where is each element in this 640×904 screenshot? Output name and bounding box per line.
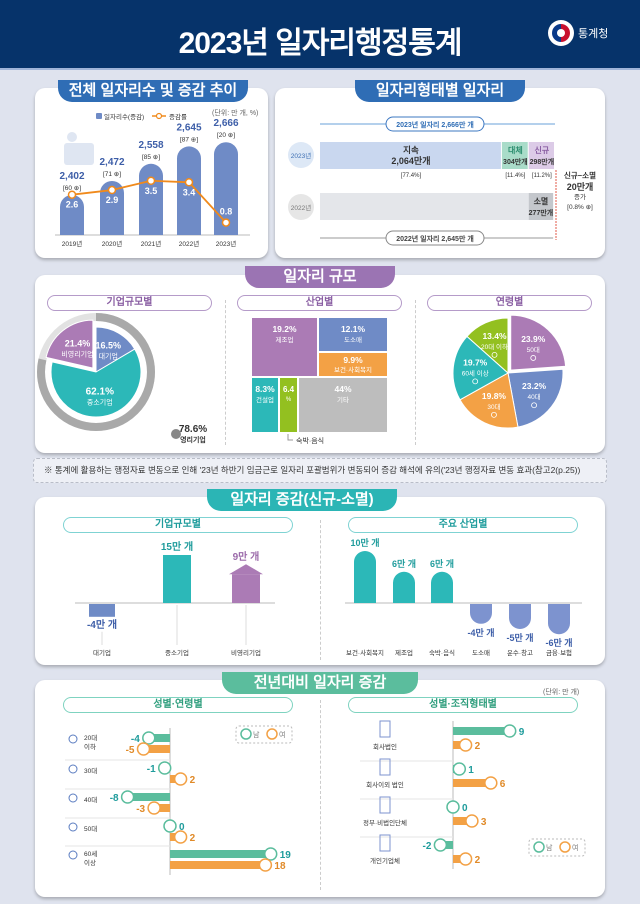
job-type-title: 일자리형태별 일자리 [355,80,525,102]
header: 2023년 일자리행정통계 통계청 [0,0,640,70]
logo-text: 통계청 [578,28,609,40]
sub-enterprise: 기업규모별 [47,295,212,311]
sub-age: 연령별 [427,295,592,311]
statistics-korea-logo-icon [548,20,574,46]
divider [320,520,321,660]
note: ※ 통계에 활용하는 행정자료 변동으로 인해 '23년 하반기 임금근로 일자… [33,458,607,483]
change-title: 일자리 증감(신규-소멸) [207,489,397,511]
sub-industry: 산업별 [237,295,402,311]
trend-title: 전체 일자리수 및 증감 추이 [58,80,248,102]
divider [225,300,226,445]
yoy-title: 전년대비 일자리 증감 [222,672,418,694]
sub-change-enterprise: 기업규모별 [63,517,293,533]
size-title: 일자리 규모 [245,266,395,288]
divider [415,300,416,445]
job-type-panel [275,88,605,258]
sub-yoy-age: 성별·연령별 [63,697,293,713]
yoy-unit: (단위: 만 개) [543,689,580,696]
sub-yoy-org: 성별·조직형태별 [348,697,578,713]
logo: 통계청 [548,20,608,46]
sub-change-industry: 주요 산업별 [348,517,578,533]
divider [320,700,321,890]
trend-unit: (단위: 만 개, %) [212,110,259,117]
page-title: 2023년 일자리행정통계 [178,27,463,60]
